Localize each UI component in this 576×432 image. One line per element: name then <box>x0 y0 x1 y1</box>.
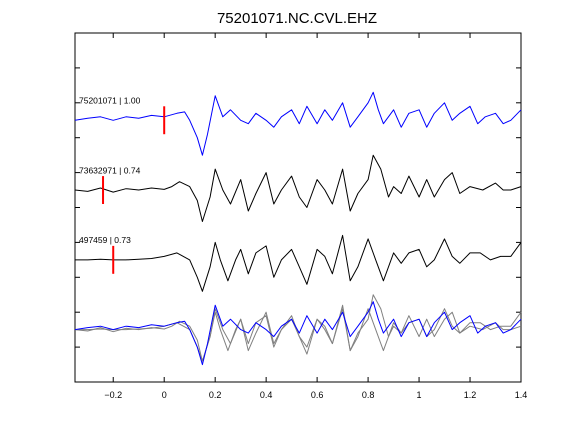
axis-ticks: −0.2 0 0.2 0.4 0.6 0.8 1 1.2 1.4 <box>75 33 527 400</box>
overlay-trace-line <box>74 294 522 362</box>
overlay-reference-line <box>74 301 522 366</box>
overlay-trace-line <box>75 304 522 362</box>
trace-line <box>74 91 522 156</box>
x-tick-label: 0.2 <box>209 390 222 400</box>
trace-label: 73632971 | 0.74 <box>79 165 141 175</box>
x-tick-label: 0.8 <box>362 390 375 400</box>
x-tick-label: −0.2 <box>104 390 122 400</box>
stacked-traces <box>74 91 522 292</box>
x-tick-label: 1.4 <box>515 390 528 400</box>
trace-label: 75201071 | 1.00 <box>79 95 141 105</box>
x-tick-label: 1.2 <box>464 390 477 400</box>
trace-line <box>74 154 522 222</box>
plot-area: −0.2 0 0.2 0.4 0.6 0.8 1 1.2 1.4 75201071 | 1.00… <box>74 32 527 400</box>
x-tick-label: 0 <box>162 390 167 400</box>
x-tick-label: 0.4 <box>260 390 273 400</box>
overlay-traces <box>74 294 522 366</box>
x-tick-label: 1 <box>417 390 422 400</box>
trace-label: 497459 | 0.73 <box>79 235 131 245</box>
trace-line <box>75 234 522 292</box>
x-tick-label: 0.6 <box>311 390 324 400</box>
trace-labels: 75201071 | 1.00 73632971 | 0.74 497459 | 0… <box>79 95 141 245</box>
pick-markers <box>102 106 166 274</box>
chart-title: 75201071.NC.CVL.EHZ <box>217 10 377 27</box>
axes-frame <box>74 32 522 383</box>
